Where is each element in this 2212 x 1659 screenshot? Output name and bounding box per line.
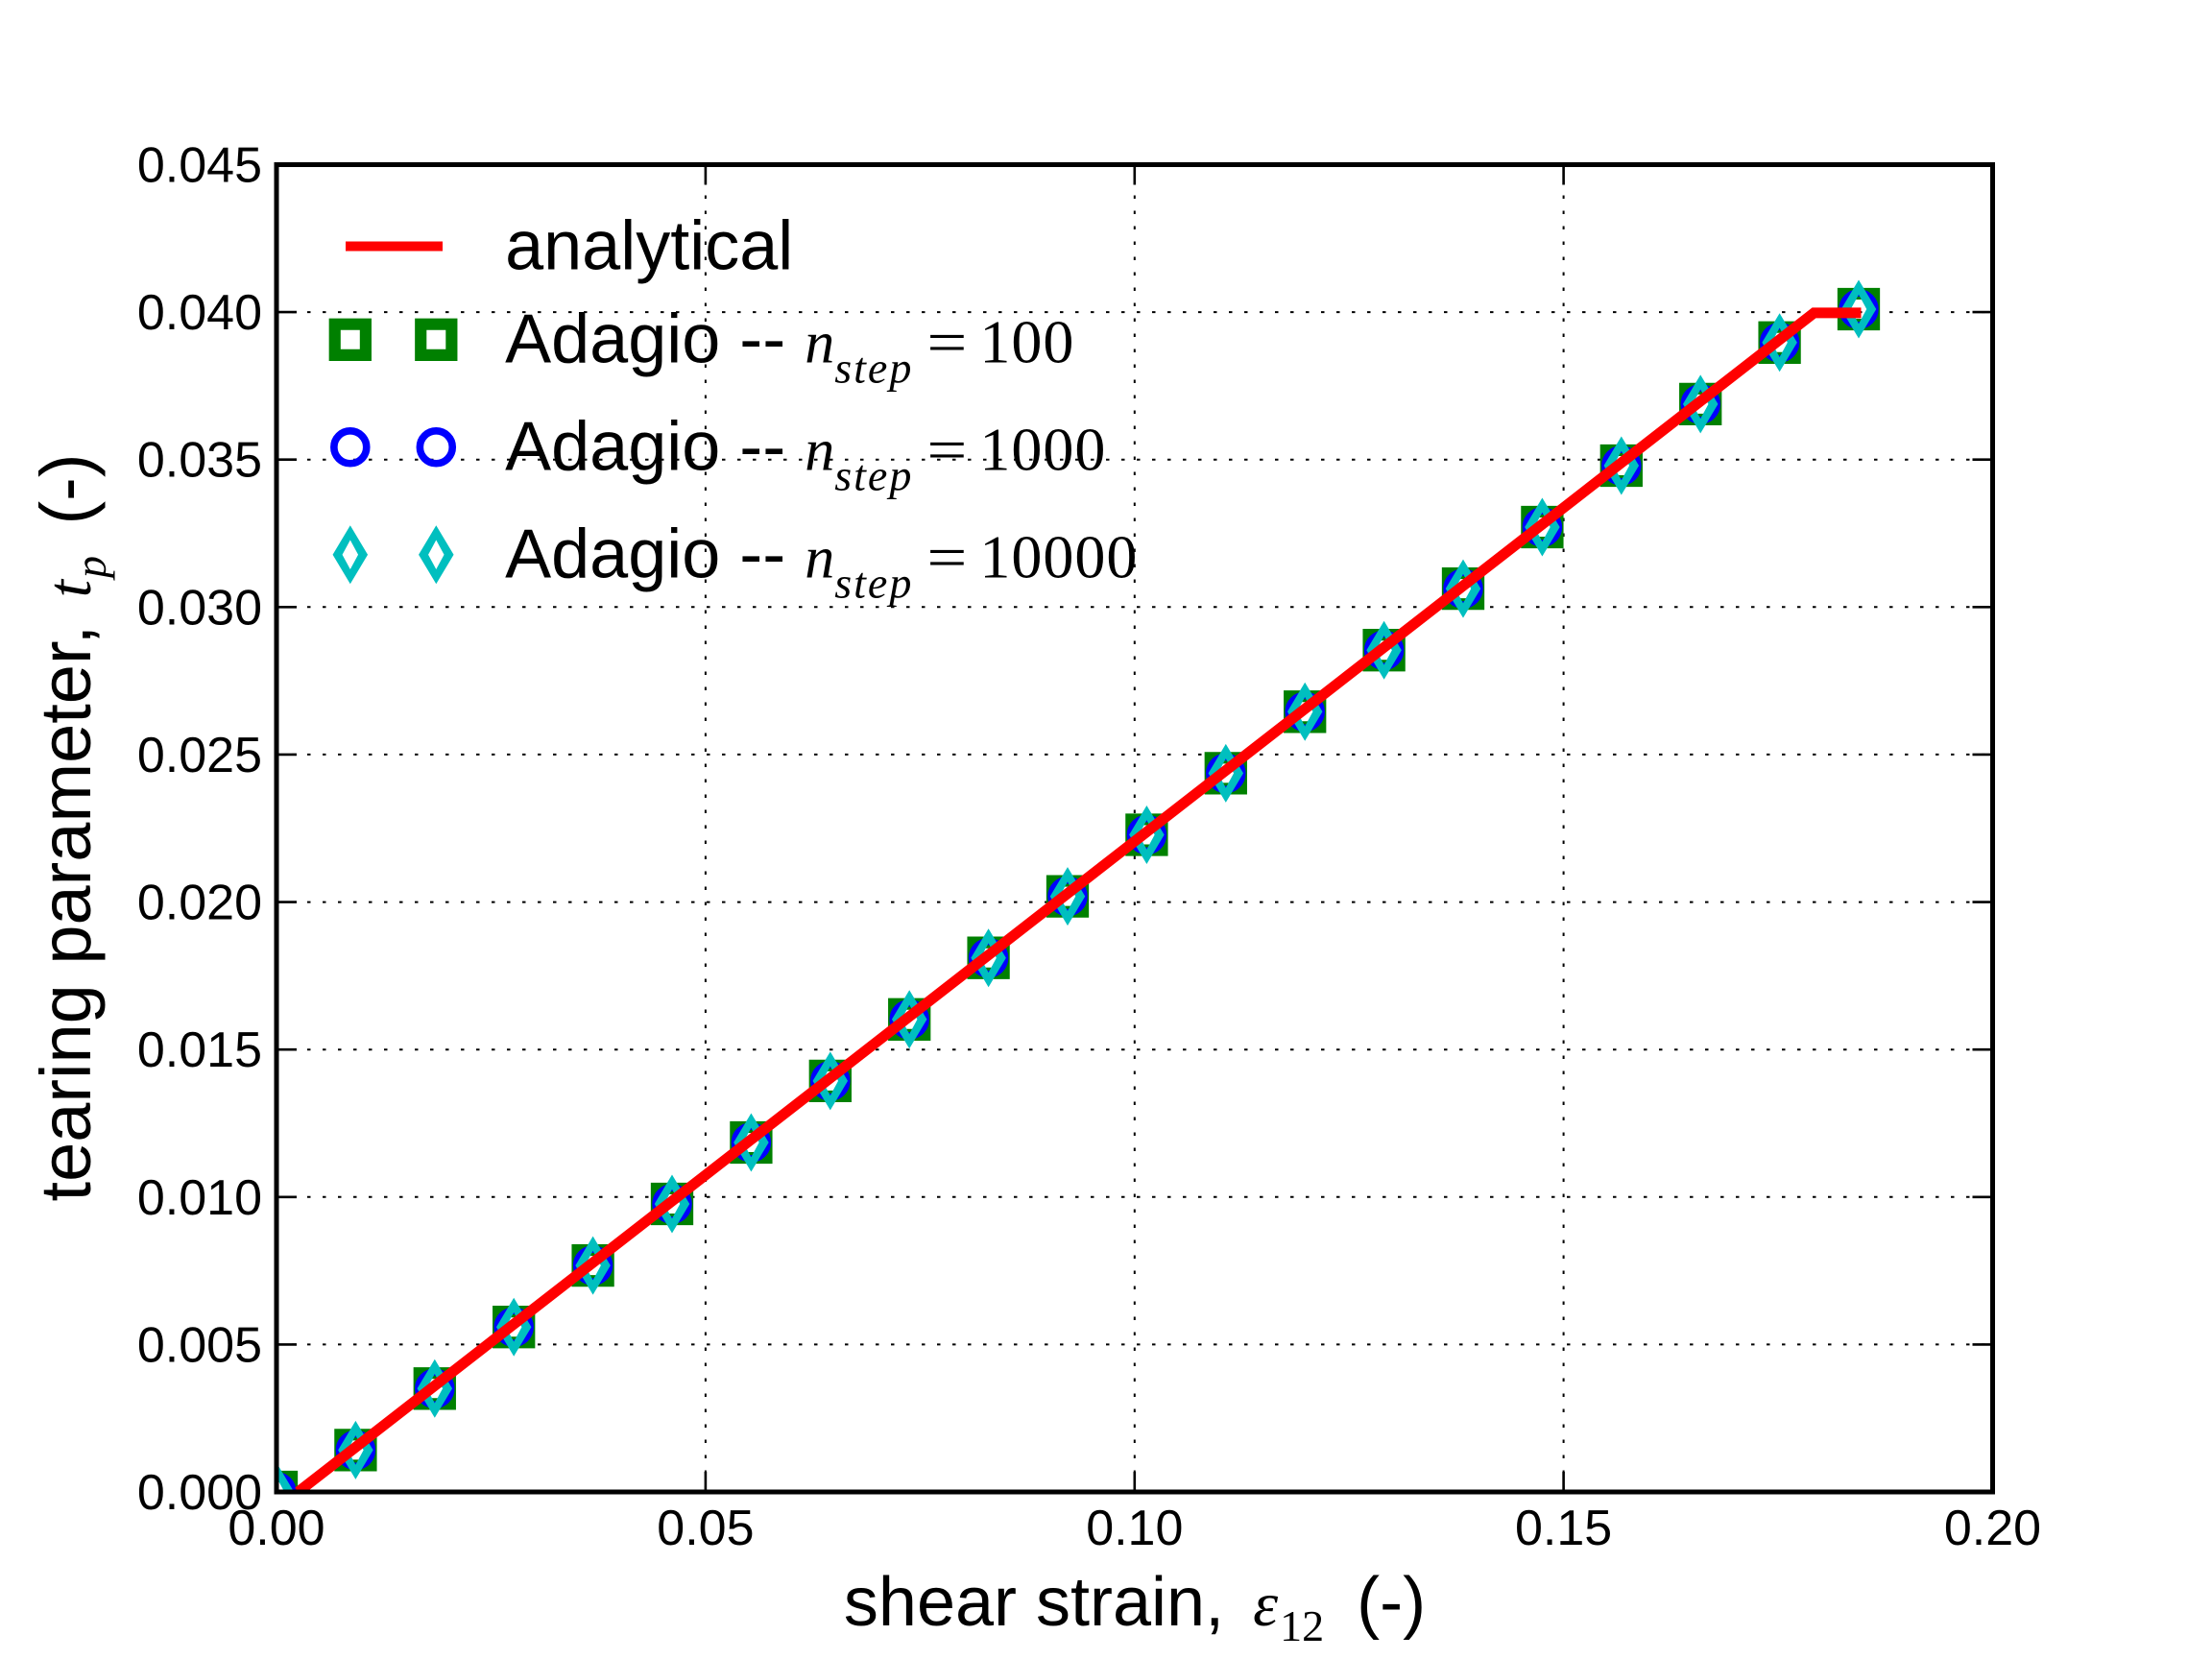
svg-text:0.025: 0.025 — [137, 728, 262, 783]
svg-text:0.00: 0.00 — [228, 1501, 325, 1556]
svg-text:0.035: 0.035 — [137, 433, 262, 489]
svg-text:0.005: 0.005 — [137, 1317, 262, 1373]
svg-text:0.040: 0.040 — [137, 285, 262, 341]
svg-text:0.05: 0.05 — [657, 1501, 754, 1556]
svg-text:shear strain, ε12 (-): shear strain, ε12 (-) — [844, 1564, 1426, 1650]
svg-text:analytical: analytical — [505, 207, 793, 284]
svg-text:0.045: 0.045 — [137, 138, 262, 194]
svg-text:0.030: 0.030 — [137, 580, 262, 636]
svg-text:0.020: 0.020 — [137, 876, 262, 931]
svg-text:0.15: 0.15 — [1515, 1501, 1612, 1556]
svg-text:0.20: 0.20 — [1944, 1501, 2041, 1556]
svg-text:0.000: 0.000 — [137, 1465, 262, 1521]
svg-text:0.015: 0.015 — [137, 1022, 262, 1078]
svg-text:0.10: 0.10 — [1086, 1501, 1183, 1556]
svg-text:0.010: 0.010 — [137, 1170, 262, 1226]
